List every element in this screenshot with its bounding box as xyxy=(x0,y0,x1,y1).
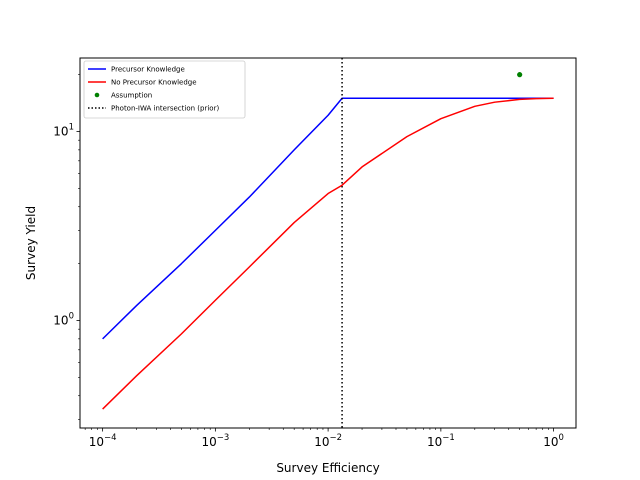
legend-entry: Photon-IWA intersection (prior) xyxy=(88,105,219,113)
y-axis-label: Survey Yield xyxy=(24,206,38,280)
y-axis-ticks: 100 101 xyxy=(53,74,80,420)
legend-items: Precursor Knowledge No Precursor Knowledg… xyxy=(88,66,219,113)
series-layer xyxy=(102,58,554,428)
legend: Precursor Knowledge No Precursor Knowledg… xyxy=(83,60,246,119)
series-line-precursor-knowledge xyxy=(102,97,554,340)
x-tick-label: 10−1 xyxy=(427,433,455,449)
legend-label: Assumption xyxy=(111,92,152,100)
legend-box xyxy=(83,60,246,119)
legend-entry: Assumption xyxy=(94,92,152,100)
x-tick-label: 10−4 xyxy=(89,433,117,449)
x-axis-ticks: 10−4 10−3 10−2 10−1 100 xyxy=(84,428,564,449)
y-tick-label: 101 xyxy=(53,123,74,139)
x-tick-label: 10−3 xyxy=(201,433,229,449)
x-axis-label: Survey Efficiency xyxy=(276,461,379,475)
legend-entry: Precursor Knowledge xyxy=(88,66,185,74)
legend-label: Precursor Knowledge xyxy=(111,66,185,74)
y-tick-label: 100 xyxy=(53,312,74,328)
series-line-no-precursor-knowledge xyxy=(102,97,554,410)
legend-label: Photon-IWA intersection (prior) xyxy=(111,105,219,113)
legend-label: No Precursor Knowledge xyxy=(111,79,197,87)
legend-marker xyxy=(94,92,100,98)
x-tick-label: 10−2 xyxy=(314,433,342,449)
assumption-point xyxy=(517,72,523,78)
legend-entry: No Precursor Knowledge xyxy=(88,79,197,87)
plot-frame xyxy=(79,57,577,429)
x-tick-label: 100 xyxy=(543,433,564,449)
